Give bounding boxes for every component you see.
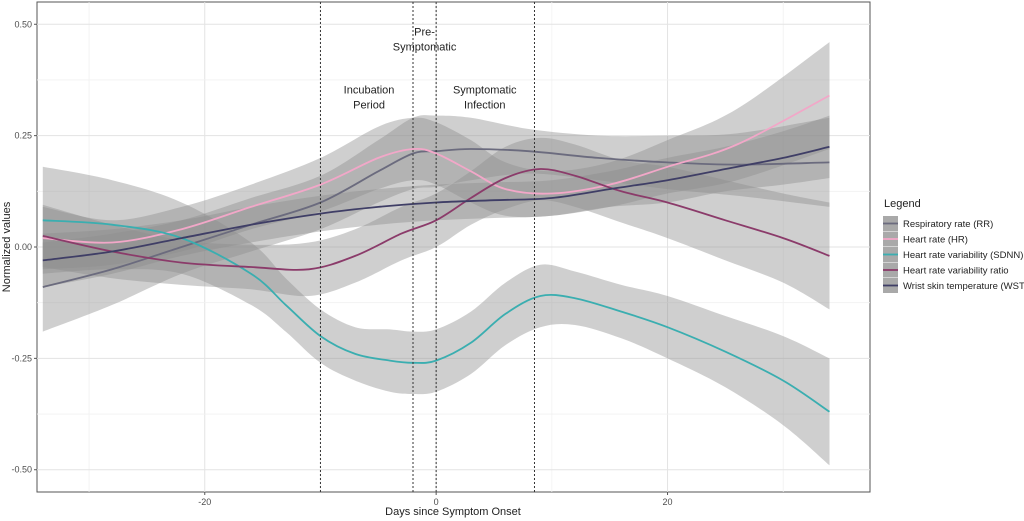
series-lines xyxy=(42,94,831,413)
phase-annotation-line: Symptomatic xyxy=(393,41,457,53)
y-tick-label: -0.25 xyxy=(11,353,32,363)
x-tick-label: 0 xyxy=(434,497,439,507)
phase-annotation-line: Symptomatic xyxy=(453,84,517,96)
legend: Legend Respiratory rate (RR) Heart rate (… xyxy=(883,198,1024,293)
legend-title: Legend xyxy=(884,198,921,210)
y-tick-label: 0.00 xyxy=(14,242,32,252)
confidence-band xyxy=(42,115,830,332)
series-line xyxy=(42,219,831,413)
phase-annotation: Pre- Symptomatic xyxy=(393,26,457,53)
x-axis: -20 0 20 xyxy=(198,492,673,507)
phase-annotation: Symptomatic Infection xyxy=(453,84,517,111)
phase-annotation: Incubation Period xyxy=(344,84,395,111)
y-tick-label: -0.50 xyxy=(11,465,32,475)
y-axis: -0.50 -0.25 0.00 0.25 0.50 xyxy=(11,19,37,475)
legend-label: Heart rate (HR) xyxy=(903,235,968,246)
phase-lines xyxy=(319,2,535,492)
y-tick-label: 0.50 xyxy=(14,19,32,29)
series-line xyxy=(42,94,830,244)
y-axis-title: Normalized values xyxy=(1,201,13,292)
legend-label: Respiratory rate (RR) xyxy=(903,219,993,230)
x-tick-label: -20 xyxy=(198,497,211,507)
legend-label: Wrist skin temperature (WST) xyxy=(903,281,1024,292)
series-line xyxy=(42,168,830,271)
legend-label: Heart rate variability (SDNN) xyxy=(903,250,1023,261)
confidence-band xyxy=(42,166,830,466)
x-axis-title: Days since Symptom Onset xyxy=(385,506,521,518)
y-tick-label: 0.25 xyxy=(14,131,32,141)
phase-annotations: Incubation PeriodPre-SymptomaticSymptomat… xyxy=(344,26,517,111)
legend-label: Heart rate variability ratio xyxy=(903,266,1009,277)
phase-annotation-line: Pre- xyxy=(414,26,435,38)
confidence-band xyxy=(42,115,830,288)
phase-annotation-line: Period xyxy=(353,99,385,111)
x-tick-label: 20 xyxy=(663,497,673,507)
series-line xyxy=(42,148,830,288)
phase-annotation-line: Incubation xyxy=(344,84,395,96)
phase-annotation-line: Infection xyxy=(464,99,506,111)
series-line xyxy=(42,145,830,262)
